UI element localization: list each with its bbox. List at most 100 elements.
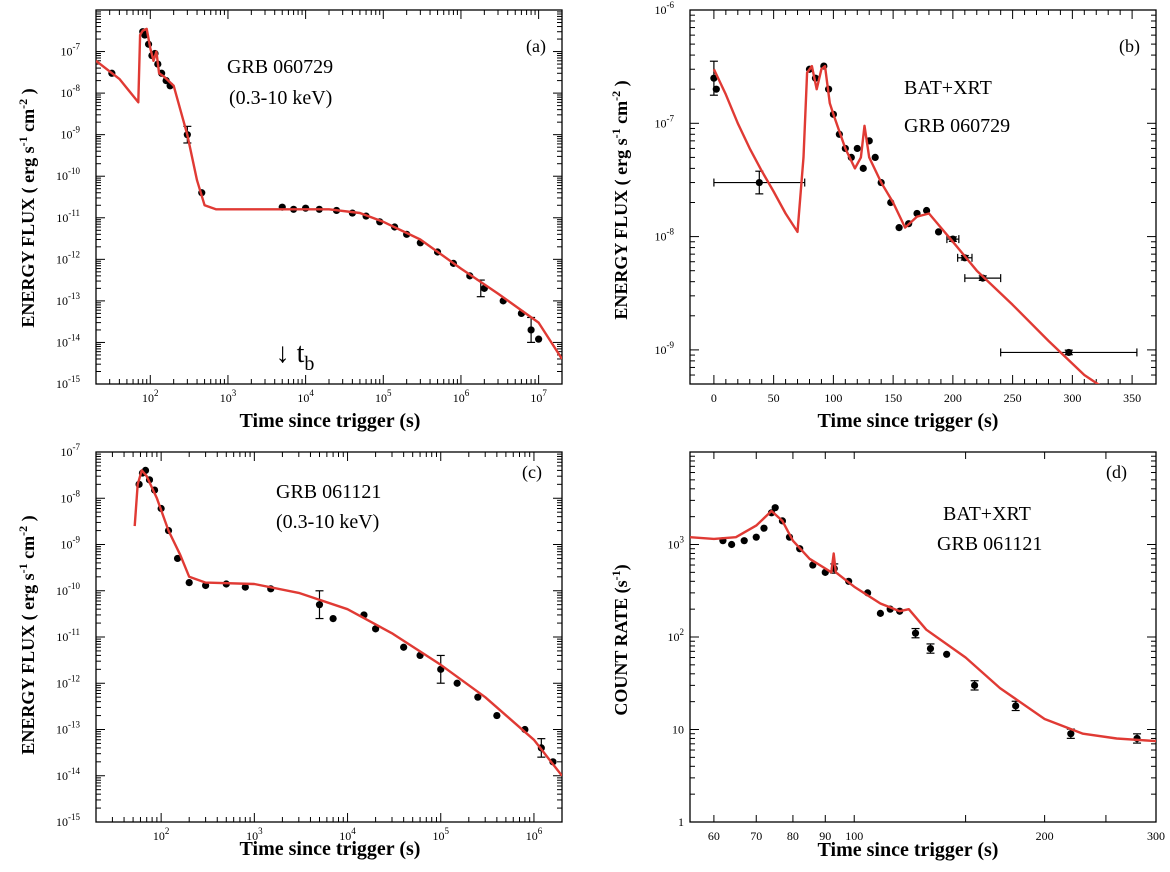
y-tick-label: 102 [668,627,685,644]
data-point [527,326,535,334]
model-curve [712,64,1100,384]
panel-b-ylabel: ENERGY FLUX ( erg s-1 cm-2 ) [609,80,632,319]
plot-frame [689,9,1157,385]
data-point [926,644,935,653]
x-tick-label: 90 [819,829,831,843]
data-point [971,681,979,689]
plot-area [133,466,562,777]
panel-d-plot: 1 10 102 103 60 70 80 90 100 200 300 [668,451,1165,843]
plot-area [96,27,562,360]
x-tick-label: 80 [787,829,799,843]
data-point [911,629,920,637]
panel-d-letter: (d) [1106,462,1127,483]
panel-c-xlabel: Time since trigger (s) [240,838,421,860]
panel-c: (c) GRB 061121 (0.3-10 keV) Time since t… [16,462,542,860]
panel-d-xlabel: Time since trigger (s) [818,839,999,861]
data-point [535,335,543,343]
data-point [943,650,951,658]
data-point [895,224,903,232]
data-point [728,540,736,549]
data-point [876,609,885,617]
data-point [1067,730,1075,738]
x-tick-label: 300 [1147,829,1165,843]
data-point [453,679,461,687]
x-tick-label: 102 [142,388,159,405]
x-tick-label: 106 [526,826,543,843]
x-tick-label: 50 [768,391,780,405]
y-tick-label: 10-11 [56,627,80,644]
panel-c-subtitle: (0.3-10 keV) [276,511,379,533]
panel-d-subtitle: GRB 061121 [937,533,1042,555]
x-tick-label: 60 [708,829,720,843]
y-tick-label: 10-8 [61,83,81,100]
panel-b-title: BAT+XRT [904,77,992,99]
data-point [372,625,380,633]
x-tick-label: 104 [297,388,314,405]
y-tick-label: 10-12 [56,249,80,266]
data-point [1012,702,1020,710]
x-tick-label: 107 [530,388,547,405]
model-curve [96,27,562,360]
y-tick-label: 10-9 [61,125,81,142]
data-point [871,153,879,162]
x-tick-label: 350 [1123,391,1141,405]
panel-c-title: GRB 061121 [276,481,381,503]
data-point [493,711,501,720]
y-tick-label: 10-8 [61,488,81,505]
data-point [771,504,779,512]
y-tick-label: 10-10 [56,581,80,598]
y-tick-label: 10-15 [56,812,80,829]
x-tick-label: 200 [944,391,962,405]
data-point [185,579,193,587]
panel-b-subtitle: GRB 060729 [904,115,1010,137]
y-tick-label: 10 [672,723,684,737]
panel-b-plot: 10-9 10-8 10-7 10-6 0 50 100 150 200 250 300 350 [655,0,1157,405]
x-tick-label: 105 [432,826,449,843]
data-point [315,601,324,609]
y-tick-label: 10-9 [61,535,81,552]
data-point [934,228,943,236]
y-tick-label: 10-14 [56,766,80,783]
data-point [1065,348,1073,357]
x-tick-label: 100 [824,391,842,405]
panel-b-xlabel: Time since trigger (s) [818,410,999,432]
y-tick-label: 103 [668,535,685,552]
model-curve [133,469,562,777]
y-tick-label: 10-14 [56,332,80,349]
panel-c-ylabel: ENERGY FLUX ( erg s-1 cm-2 ) [16,515,39,754]
panel-d: (d) BAT+XRT GRB 061121 Time since trigge… [609,462,1127,861]
data-point [712,85,720,93]
x-tick-label: 200 [1036,829,1054,843]
y-tick-label: 10-7 [61,42,81,59]
data-point [979,274,987,282]
y-tick-label: 10-13 [56,291,80,308]
data-point [922,206,931,215]
panel-d-ylabel: COUNT RATE (s-1) [609,564,632,715]
y-tick-label: 10-6 [655,0,675,17]
data-point [710,74,718,82]
panel-c-letter: (c) [522,462,542,483]
panel-a-subtitle: (0.3-10 keV) [229,87,332,109]
y-tick-label: 1 [678,815,684,829]
y-tick-label: 10-8 [655,227,675,244]
panel-a-ylabel: ENERGY FLUX ( erg s-1 cm-2 ) [16,88,39,327]
data-point [760,524,768,532]
plot-area [690,504,1156,744]
y-tick-label: 10-7 [655,113,675,130]
y-tick-label: 10-15 [56,374,80,391]
panel-a: (a) GRB 060729 (0.3-10 keV) Time since t… [16,36,546,432]
plot-area [709,60,1138,384]
x-tick-label: 102 [153,826,170,843]
plot-frame [95,451,563,823]
y-tick-label: 10-10 [56,166,80,183]
data-point [853,144,861,153]
y-tick-label: 10-13 [56,720,80,737]
panel-a-title: GRB 060729 [227,56,333,78]
data-point [173,554,182,563]
y-tick-label: 10-11 [56,208,80,225]
x-tick-label: 106 [453,388,470,405]
x-tick-label: 105 [375,388,392,405]
data-point [400,643,408,651]
model-curve [690,509,1156,743]
